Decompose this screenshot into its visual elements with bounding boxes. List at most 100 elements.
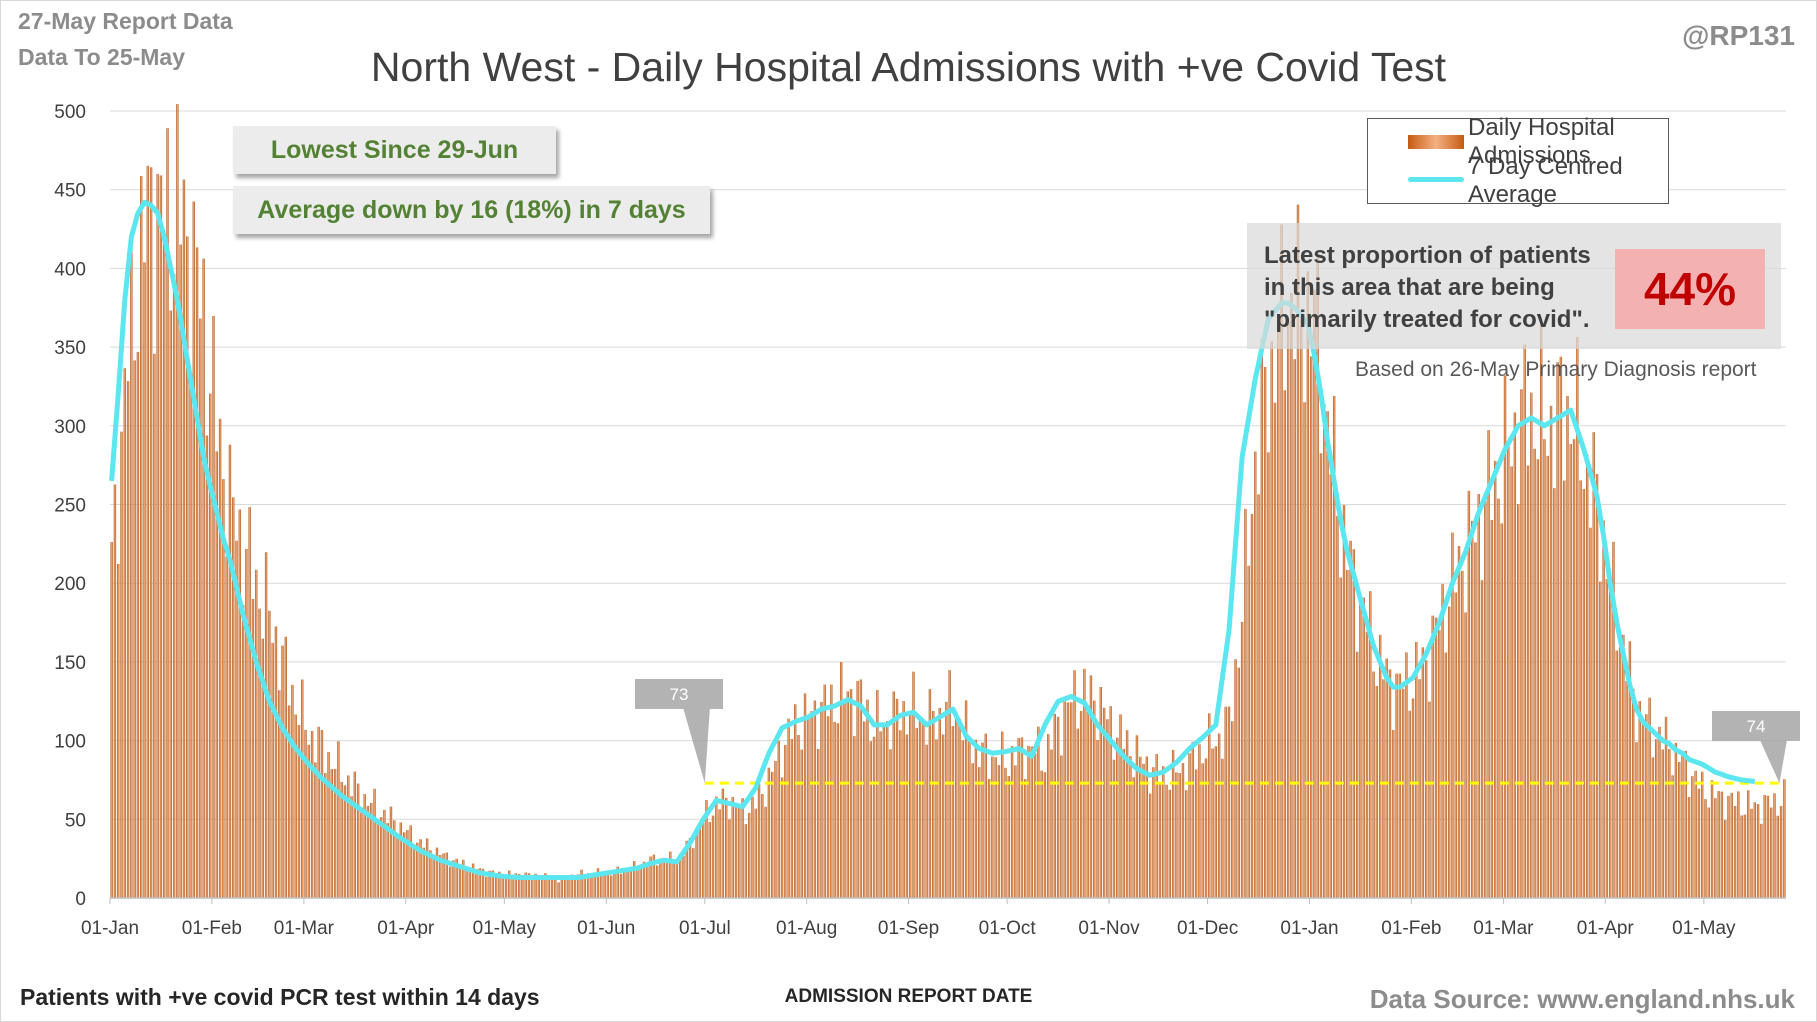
- bar: [800, 749, 803, 898]
- bar: [1523, 344, 1526, 898]
- x-tick-label: 01-Feb: [1381, 918, 1441, 939]
- bar: [1296, 204, 1300, 899]
- bar: [830, 684, 833, 898]
- bar: [1589, 527, 1592, 898]
- bar: [360, 812, 363, 898]
- bar: [1309, 356, 1313, 899]
- bar: [1260, 338, 1264, 898]
- bar: [836, 723, 840, 898]
- bar: [235, 540, 238, 898]
- bar: [646, 866, 649, 898]
- bar: [978, 767, 981, 898]
- bar: [895, 698, 899, 898]
- bar: [567, 878, 570, 898]
- bar: [1001, 731, 1004, 898]
- bar: [238, 509, 241, 898]
- bar: [987, 778, 991, 898]
- bar: [412, 847, 416, 898]
- bar: [1063, 701, 1066, 898]
- bar: [140, 175, 143, 898]
- bar: [1106, 719, 1109, 898]
- bar: [1559, 356, 1563, 898]
- bar: [1701, 771, 1704, 898]
- bar: [573, 878, 577, 898]
- bar: [1224, 706, 1227, 898]
- bar: [1352, 549, 1356, 898]
- bar: [1415, 641, 1418, 898]
- bar: [1191, 741, 1195, 898]
- bar: [1254, 451, 1257, 898]
- bar: [1497, 498, 1500, 898]
- bar: [1398, 673, 1402, 898]
- bar: [840, 662, 843, 898]
- bar: [912, 671, 915, 898]
- bar: [1024, 779, 1027, 898]
- bar: [1152, 767, 1155, 898]
- bar: [632, 861, 636, 898]
- bar: [711, 815, 715, 898]
- legend-line-swatch: [1408, 177, 1464, 182]
- bar: [1714, 798, 1717, 898]
- bar: [1724, 819, 1727, 898]
- bar: [291, 684, 294, 898]
- bar: [422, 847, 426, 898]
- bar: [534, 873, 537, 898]
- bar: [1674, 742, 1678, 898]
- bar: [1609, 581, 1612, 898]
- bar: [1477, 493, 1480, 898]
- bar: [1326, 411, 1329, 898]
- bar: [1369, 591, 1372, 898]
- bar: [1056, 716, 1060, 898]
- bar: [1030, 746, 1033, 898]
- bar: [1592, 432, 1595, 898]
- bar: [435, 847, 439, 898]
- bar: [718, 809, 721, 898]
- bar: [399, 822, 403, 898]
- x-tick-label: 01-Feb: [182, 918, 242, 939]
- bar: [1185, 790, 1188, 898]
- bar: [212, 315, 215, 898]
- bar: [780, 777, 784, 898]
- bar: [1355, 651, 1359, 898]
- bar: [1434, 617, 1438, 898]
- bar: [833, 721, 836, 898]
- bar: [1641, 724, 1645, 898]
- bar: [859, 679, 863, 898]
- bar: [747, 812, 751, 898]
- bar: [823, 684, 826, 898]
- y-axis-ticks: 0 50 100 150 200 250 300 350 400 450 500: [54, 102, 86, 910]
- bar: [705, 800, 708, 898]
- bar: [284, 636, 287, 898]
- bar: [846, 691, 849, 898]
- bar: [991, 756, 994, 898]
- bar: [1388, 669, 1392, 898]
- bar: [1122, 748, 1125, 898]
- bar: [1770, 807, 1773, 898]
- bar: [1585, 454, 1589, 898]
- bar: [320, 730, 324, 898]
- bar: [1678, 761, 1681, 898]
- bar: [1605, 579, 1609, 898]
- bar: [258, 608, 261, 898]
- bar: [715, 796, 718, 898]
- bar: [317, 726, 320, 898]
- bar: [889, 749, 892, 898]
- bar: [1536, 459, 1540, 898]
- bar: [1720, 791, 1724, 898]
- bar: [1017, 737, 1020, 898]
- bar: [356, 783, 360, 898]
- bar: [1763, 795, 1766, 898]
- bar: [1520, 389, 1523, 898]
- bar: [1093, 700, 1096, 898]
- bar: [159, 175, 163, 898]
- bar: [669, 851, 672, 898]
- bar: [1628, 641, 1632, 898]
- x-tick-label: 01-Apr: [377, 918, 435, 939]
- bar: [1043, 772, 1047, 898]
- bar: [268, 610, 271, 898]
- y-tick-label: 350: [54, 338, 86, 359]
- bar: [606, 870, 610, 898]
- bar: [1247, 565, 1250, 898]
- bar: [1444, 652, 1448, 898]
- bar: [1484, 499, 1487, 898]
